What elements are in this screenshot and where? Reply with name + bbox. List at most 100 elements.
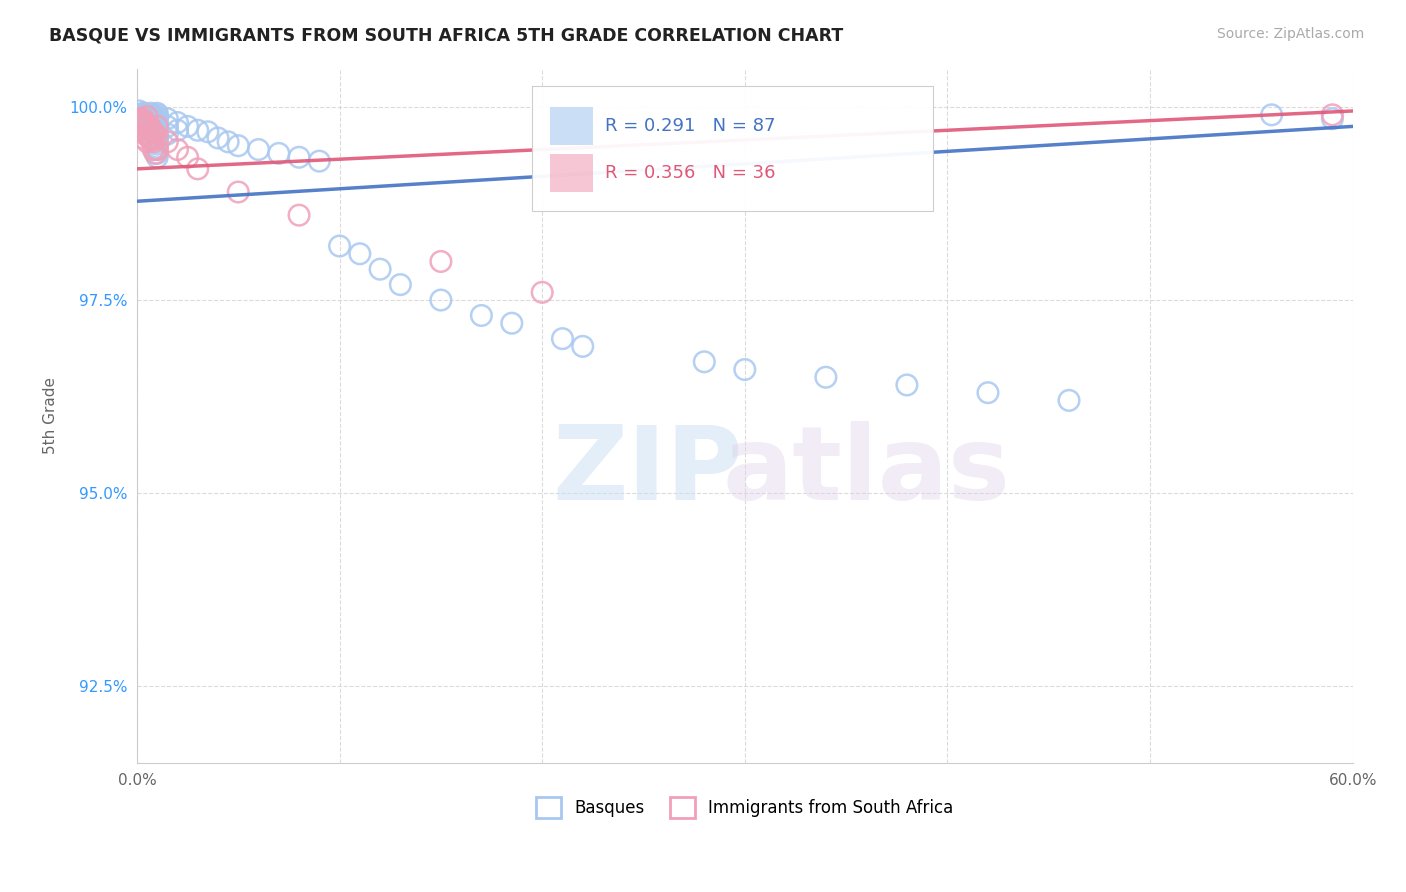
Point (138, 123, 160, 137)
Point (166, 123, 188, 137)
Point (142, 135, 165, 149)
Point (129, 109, 152, 123)
Point (128, 115, 150, 129)
Text: ZIP: ZIP (553, 421, 742, 522)
Point (146, 112, 169, 126)
Point (142, 115, 165, 129)
Point (132, 112, 155, 126)
Point (146, 108, 169, 122)
Point (128, 115, 150, 129)
Point (146, 150, 169, 164)
Point (156, 120, 179, 134)
Point (142, 125, 165, 139)
Point (226, 138, 249, 153)
Point (389, 277, 412, 292)
Point (134, 106, 156, 120)
Point (1057, 393, 1080, 408)
Point (267, 146, 290, 161)
Point (132, 109, 155, 123)
Point (146, 127, 169, 141)
Point (129, 114, 152, 128)
Point (430, 254, 453, 268)
Point (142, 143, 165, 157)
Legend: Basques, Immigrants from South Africa: Basques, Immigrants from South Africa (530, 790, 960, 824)
Point (139, 121, 162, 136)
Point (136, 109, 159, 123)
Point (146, 106, 169, 120)
Point (146, 121, 169, 136)
Point (138, 115, 160, 129)
Point (128, 112, 150, 126)
Point (136, 109, 159, 123)
Point (139, 117, 162, 131)
Point (143, 123, 166, 137)
Point (143, 146, 166, 161)
Text: BASQUE VS IMMIGRANTS FROM SOUTH AFRICA 5TH GRADE CORRELATION CHART: BASQUE VS IMMIGRANTS FROM SOUTH AFRICA 5… (49, 27, 844, 45)
Point (176, 120, 198, 134)
Point (146, 114, 169, 128)
Point (129, 114, 152, 128)
Point (247, 143, 270, 157)
Text: R = 0.291   N = 87: R = 0.291 N = 87 (605, 117, 776, 136)
Point (217, 135, 239, 149)
Point (146, 143, 169, 157)
Point (139, 109, 162, 123)
Point (308, 154, 330, 169)
Point (134, 120, 156, 134)
Point (134, 127, 156, 141)
Point (226, 185, 249, 199)
Point (156, 135, 179, 149)
Point (146, 129, 169, 144)
Point (132, 120, 155, 134)
Point (187, 123, 209, 137)
Text: R = 0.356   N = 36: R = 0.356 N = 36 (605, 164, 776, 182)
Point (134, 115, 156, 129)
Point (128, 112, 150, 126)
Y-axis label: 5th Grade: 5th Grade (44, 377, 58, 454)
Point (146, 143, 169, 157)
Point (146, 137, 169, 152)
Point (571, 339, 593, 353)
Point (814, 370, 837, 384)
Point (329, 239, 352, 253)
Point (136, 108, 159, 122)
Point (146, 146, 169, 161)
Point (187, 161, 209, 176)
Point (129, 112, 152, 126)
Point (143, 131, 166, 145)
Point (132, 123, 155, 137)
Text: Source: ZipAtlas.com: Source: ZipAtlas.com (1216, 27, 1364, 41)
Point (142, 127, 165, 141)
Point (139, 132, 162, 146)
Point (207, 131, 229, 145)
Point (734, 362, 756, 376)
Point (132, 131, 155, 145)
Point (896, 378, 918, 392)
Point (128, 103, 150, 118)
Point (977, 385, 1000, 400)
Point (143, 127, 166, 141)
Point (288, 208, 311, 222)
Point (146, 135, 169, 149)
Point (1322, 112, 1344, 126)
Point (138, 120, 160, 134)
Point (156, 127, 179, 141)
Point (143, 112, 166, 126)
Point (693, 355, 716, 369)
Point (501, 316, 523, 330)
Point (139, 131, 162, 145)
Point (134, 112, 156, 126)
FancyBboxPatch shape (531, 86, 934, 211)
Point (129, 117, 152, 131)
Point (368, 262, 391, 277)
Point (136, 115, 159, 129)
Point (1260, 108, 1282, 122)
Text: atlas: atlas (723, 421, 1011, 522)
Point (176, 150, 198, 164)
Point (146, 125, 169, 139)
Point (129, 117, 152, 131)
Point (128, 108, 150, 122)
Point (143, 117, 166, 131)
Point (129, 123, 152, 137)
Point (139, 106, 162, 120)
